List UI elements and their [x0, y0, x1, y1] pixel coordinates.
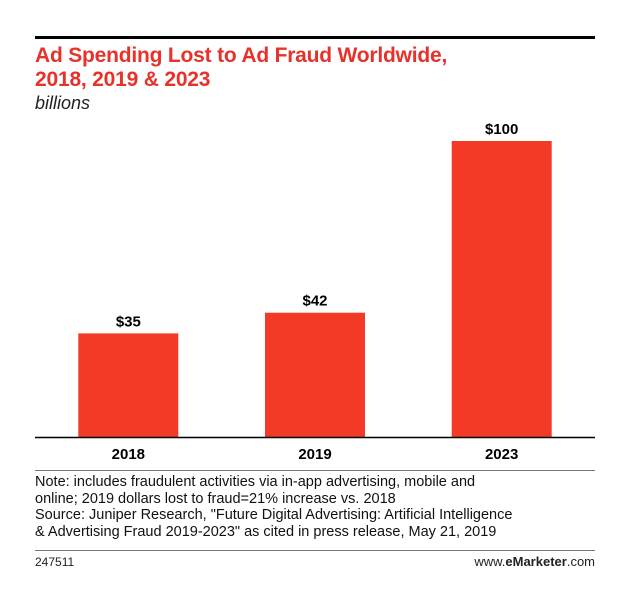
note-line-2: online; 2019 dollars lost to fraud=21% i… [35, 490, 396, 507]
brand-link[interactable]: www.eMarketer.com [474, 554, 595, 569]
footer-separator [35, 550, 595, 551]
top-rule [35, 36, 595, 39]
bar-2019 [265, 312, 365, 437]
bar-2023 [451, 141, 552, 437]
brand-suffix: .com [566, 554, 595, 569]
bar-value-label-2023: $100 [485, 121, 518, 138]
source-line-2: & Advertising Fraud 2019-2023" as cited … [35, 523, 497, 540]
x-tick-label-2023: 2023 [485, 446, 518, 463]
bar-value-label-2019: $42 [302, 293, 327, 310]
bar-chart: $35 2018 $42 2019 $100 2023 [35, 121, 595, 463]
x-tick-label-2018: 2018 [112, 446, 145, 463]
notes-block: Note: includes fraudulent activities via… [35, 474, 595, 540]
brand-name: eMarketer [505, 554, 567, 569]
notes-separator [35, 470, 595, 471]
chart-subtitle: billions [35, 93, 91, 113]
bar-value-label-2018: $35 [116, 313, 141, 330]
chart-title-line-1: Ad Spending Lost to Ad Fraud Worldwide, [35, 44, 448, 67]
bars-layer [78, 141, 552, 437]
chart-id: 247511 [35, 555, 75, 569]
labels-layer: $35 2018 $42 2019 $100 2023 [112, 121, 519, 463]
chart-title-line-2: 2018, 2019 & 2023 [35, 68, 211, 91]
source-line-1: Source: Juniper Research, "Future Digita… [35, 507, 513, 523]
brand-prefix: www. [474, 554, 506, 569]
x-tick-label-2019: 2019 [298, 446, 331, 463]
chart-title: Ad Spending Lost to Ad Fraud Worldwide, … [35, 44, 595, 92]
note-line-1: Note: includes fraudulent activities via… [35, 474, 476, 490]
bar-2018 [78, 333, 179, 437]
